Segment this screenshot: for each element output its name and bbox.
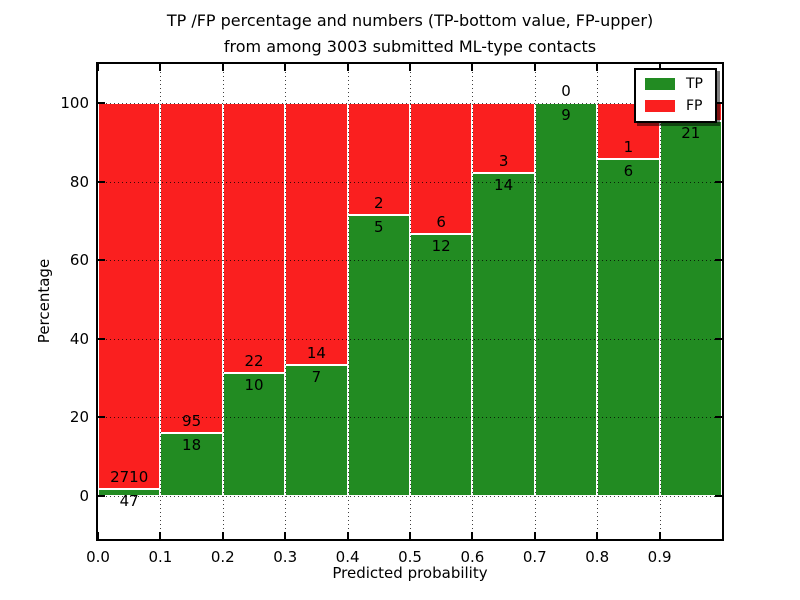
- bar-segment-tp: [597, 159, 660, 496]
- bar-count-label-tp: 21: [681, 124, 701, 143]
- x-tick: [159, 64, 162, 71]
- x-tick: [97, 64, 99, 71]
- bar-segment-fp: [98, 103, 161, 490]
- bar-count-label-tp: 7: [311, 367, 322, 386]
- bar-count-label-fp: 2: [374, 194, 384, 213]
- x-tick: [284, 64, 287, 71]
- bar-count-label-fp: 1: [623, 138, 634, 157]
- y-tick-label: 80: [69, 172, 89, 191]
- x-tick: [471, 532, 474, 539]
- x-tick: [533, 64, 536, 71]
- bar-count-label-fp: 3: [498, 151, 509, 170]
- y-tick: [715, 494, 722, 497]
- y-tick: [715, 180, 722, 183]
- y-tick: [98, 259, 105, 262]
- bar-segment-fp: [222, 103, 286, 374]
- x-tick-label: 0.1: [148, 548, 173, 566]
- x-tick: [159, 532, 162, 539]
- x-tick: [221, 532, 224, 539]
- x-tick: [97, 532, 99, 539]
- bar-segment-tp: [285, 364, 348, 496]
- y-tick: [715, 259, 722, 262]
- chart-title: TP /FP percentage and numbers (TP-bottom…: [96, 8, 724, 60]
- x-axis-label: Predicted probability: [332, 564, 488, 582]
- legend-row: FP: [645, 99, 703, 113]
- y-tick-label: 40: [69, 329, 89, 348]
- y-tick: [715, 416, 722, 419]
- bar-segment-fp: [285, 103, 348, 365]
- bar-count-label-tp: 10: [244, 376, 264, 395]
- bar-count-label-tp: 12: [431, 237, 451, 256]
- x-tick-label: 0.6: [460, 548, 485, 566]
- y-tick-label: 100: [60, 94, 89, 113]
- x-tick: [221, 64, 224, 71]
- x-tick-label: 0.7: [522, 548, 547, 566]
- bar-count-label-tp: 5: [374, 218, 384, 237]
- x-tick: [284, 532, 287, 539]
- y-tick: [98, 180, 105, 183]
- x-tick: [409, 532, 411, 539]
- chart-title-line1: TP /FP percentage and numbers (TP-bottom…: [166, 11, 654, 30]
- x-tick: [596, 64, 599, 71]
- y-tick-label: 0: [79, 486, 89, 505]
- y-tick-label: 20: [69, 408, 89, 427]
- x-tick-label: 0.4: [335, 548, 360, 566]
- bar-segment-tp: [160, 433, 223, 496]
- bar-segment-tp: [472, 172, 535, 496]
- legend-swatch-tp: [645, 78, 675, 90]
- bar-segment-tp: [534, 103, 598, 496]
- legend-row: TP: [645, 77, 703, 91]
- bar-count-label-tp: 9: [561, 106, 571, 125]
- x-tick: [346, 532, 349, 539]
- x-tick: [471, 64, 474, 71]
- x-tick-label: 0.0: [86, 548, 110, 566]
- x-tick-label: 0.9: [647, 548, 672, 566]
- bar-count-label-fp: 6: [436, 213, 446, 232]
- bar-count-label-fp: 2710: [110, 468, 149, 487]
- y-tick: [98, 337, 105, 340]
- gridline-horizontal: [98, 495, 722, 497]
- x-tick: [533, 532, 536, 539]
- x-tick: [409, 64, 411, 71]
- chart-title-line2: from among 3003 submitted ML-type contac…: [223, 37, 597, 56]
- x-tick: [596, 532, 599, 539]
- bar-count-label-fp: 95: [182, 412, 202, 431]
- y-tick: [715, 337, 722, 340]
- y-tick: [98, 102, 105, 105]
- x-tick-label: 0.2: [210, 548, 235, 566]
- x-tick-label: 0.8: [585, 548, 610, 566]
- bar-count-label-fp: 0: [561, 82, 571, 101]
- y-tick: [98, 494, 105, 497]
- bar-segment-tp: [98, 489, 161, 496]
- legend-label-fp: FP: [686, 98, 703, 114]
- bar-count-label-tp: 18: [182, 436, 202, 455]
- x-tick-label: 0.3: [273, 548, 298, 566]
- bar-segment-fp: [347, 103, 410, 216]
- bar-segment-fp: [472, 103, 535, 173]
- x-tick-label: 0.5: [398, 548, 422, 566]
- x-tick: [658, 532, 661, 539]
- y-tick: [98, 416, 105, 419]
- y-axis-label: Percentage: [35, 258, 53, 344]
- bar-segment-tp: [659, 121, 722, 496]
- bar-segment-tp: [347, 215, 410, 496]
- y-tick-label: 60: [69, 251, 89, 270]
- legend-swatch-fp: [645, 100, 675, 112]
- bar-count-label-fp: 14: [306, 343, 326, 362]
- bar-count-label-tp: 47: [119, 492, 139, 511]
- bar-segment-tp: [410, 234, 473, 496]
- bar-count-label-tp: 14: [494, 175, 514, 194]
- bar-segment-fp: [160, 103, 223, 434]
- legend: TP FP: [634, 68, 717, 123]
- legend-label-tp: TP: [686, 76, 703, 92]
- plot-area: TP FP 2710 47 95 18 22 10 14 7 2 5 6 12 3 14 0 9 1 6 21 0 20 4…: [60, 62, 724, 566]
- x-tick: [346, 64, 349, 71]
- bar-count-label-tp: 6: [623, 162, 634, 181]
- bar-count-label-fp: 22: [244, 352, 264, 371]
